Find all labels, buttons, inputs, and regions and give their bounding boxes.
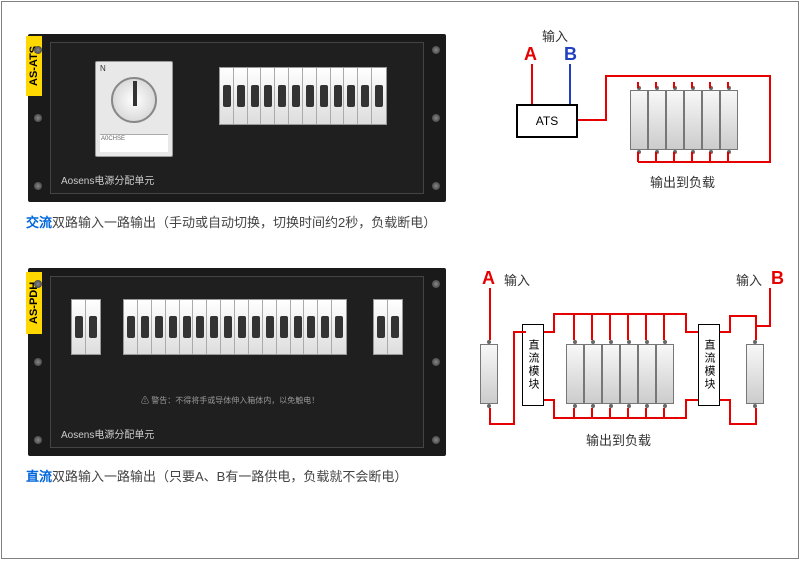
panel-ats-inner: A0CHSE N Aosens电源分配单元 (50, 42, 424, 194)
db-wires (470, 266, 790, 486)
caption-ats: 交流双路输入一路输出（手动或自动切换，切换时间约2秒，负载断电） (26, 212, 436, 231)
caption-pdh: 直流双路输入一路输出（只要A、B有一路供电，负载就不会断电） (26, 466, 407, 485)
pdh-right-brk (373, 299, 403, 355)
frame: AS-ATS A0CHSE N Aosens电源分配单元 交流双路输入一路输出（… (1, 1, 799, 559)
caption-ats-hl: 交流 (26, 215, 52, 230)
diagram-pdh: A 输入 输入 B 直流模块 直流模块 输出到负载 (470, 266, 790, 486)
dt-wires (470, 22, 790, 222)
pdh-input-brk (71, 299, 101, 355)
pdh-warning: ⚠ 警告：不得将手或导体伸入箱体内，以免触电！ (141, 395, 319, 406)
caption-pdh-rest: 双路输入一路输出（只要A、B有一路供电，负载就不会断电） (52, 469, 407, 484)
pdh-breakers (123, 299, 347, 355)
brand-ats: Aosens电源分配单元 (61, 172, 154, 187)
panel-ats: AS-ATS A0CHSE N Aosens电源分配单元 (28, 34, 446, 202)
ats-breakers (219, 67, 387, 125)
panel-pdh-inner: ⚠ 警告：不得将手或导体伸入箱体内，以免触电！ Aosens电源分配单元 (50, 276, 424, 448)
tag-ats: AS-ATS (26, 36, 42, 96)
panel-pdh: AS-PDH ⚠ 警告：不得将手或导体伸入箱体内，以免触电！ Aosens电源分… (28, 268, 446, 456)
caption-ats-rest: 双路输入一路输出（手动或自动切换，切换时间约2秒，负载断电） (52, 215, 436, 230)
ats-selector: A0CHSE N (95, 61, 173, 157)
caption-pdh-hl: 直流 (26, 469, 52, 484)
brand-pdh: Aosens电源分配单元 (61, 426, 154, 441)
diagram-ats: 输入 A B ATS 输出到负载 (470, 22, 790, 222)
